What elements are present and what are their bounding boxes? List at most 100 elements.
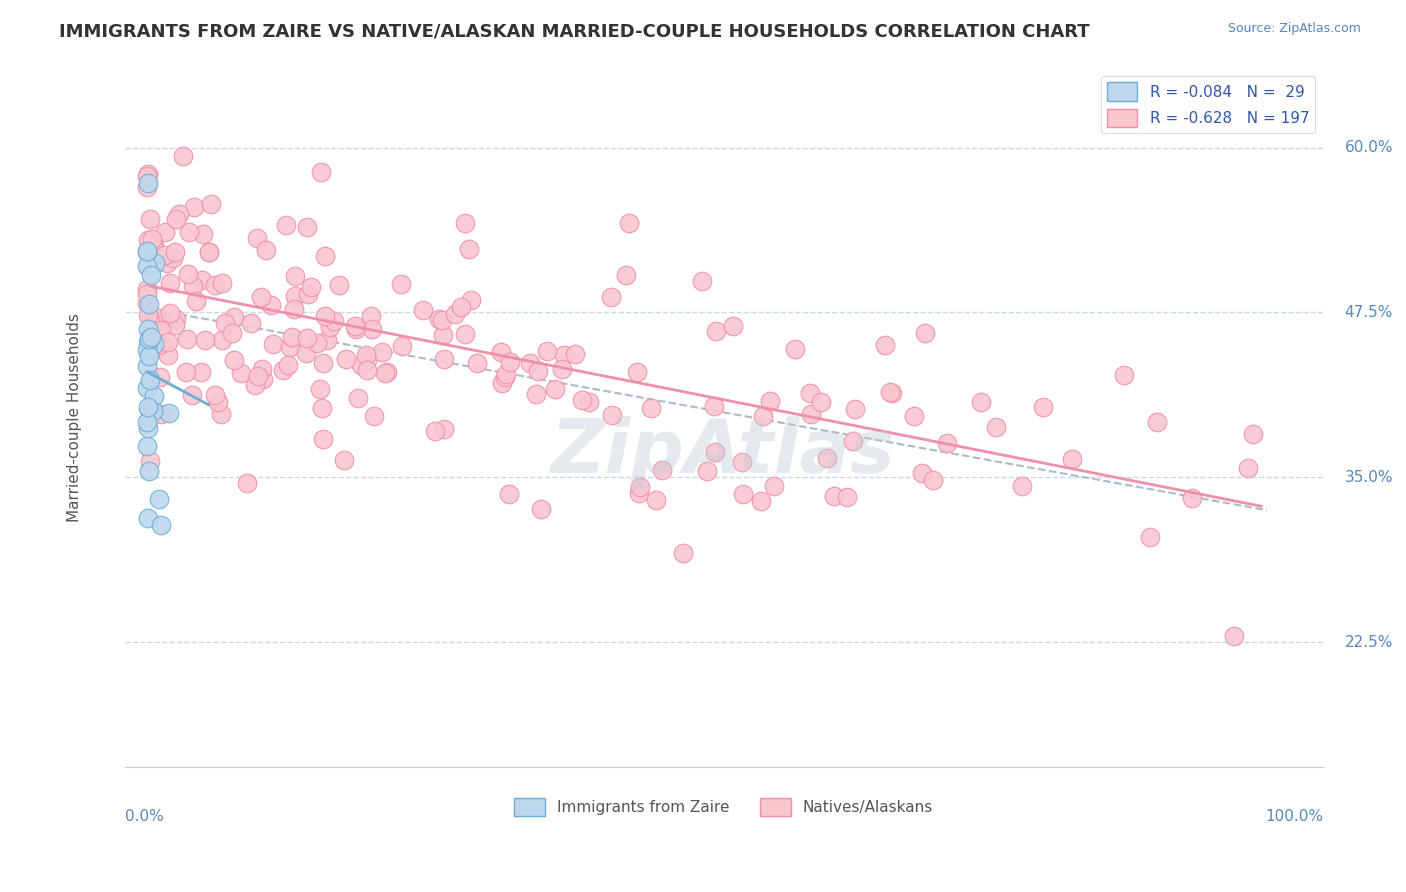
Point — [571, 392, 593, 407]
Point — [143, 342, 166, 356]
Point — [191, 273, 214, 287]
Point — [1181, 491, 1204, 505]
Point — [316, 334, 339, 348]
Point — [763, 479, 786, 493]
Point — [229, 366, 252, 380]
Point — [491, 376, 513, 390]
Point — [246, 231, 269, 245]
Point — [136, 322, 159, 336]
Point — [319, 320, 342, 334]
Point — [236, 475, 259, 490]
Point — [696, 464, 718, 478]
Point — [181, 279, 204, 293]
Point — [495, 367, 517, 381]
Point — [519, 356, 541, 370]
Point — [136, 439, 159, 453]
Point — [194, 333, 217, 347]
Point — [799, 386, 821, 401]
Point — [672, 546, 695, 560]
Point — [299, 280, 322, 294]
Point — [191, 227, 214, 242]
Point — [138, 349, 160, 363]
Point — [564, 347, 586, 361]
Point — [138, 234, 160, 248]
Point — [283, 301, 305, 316]
Point — [295, 345, 318, 359]
Point — [190, 364, 212, 378]
Point — [1237, 461, 1260, 475]
Point — [640, 401, 662, 415]
Point — [824, 490, 846, 504]
Point — [177, 225, 200, 239]
Point — [141, 231, 163, 245]
Point — [465, 356, 488, 370]
Text: ZipAtlas: ZipAtlas — [551, 417, 896, 490]
Point — [135, 259, 157, 273]
Point — [344, 321, 367, 335]
Point — [600, 409, 623, 423]
Point — [494, 370, 516, 384]
Point — [183, 200, 205, 214]
Point — [354, 348, 377, 362]
Point — [150, 407, 173, 421]
Text: 22.5%: 22.5% — [1344, 634, 1393, 649]
Point — [149, 517, 172, 532]
Point — [460, 293, 482, 308]
Point — [252, 372, 274, 386]
Point — [139, 212, 162, 227]
Point — [273, 362, 295, 376]
Point — [433, 422, 456, 436]
Point — [139, 330, 162, 344]
Point — [295, 219, 318, 234]
Point — [254, 243, 277, 257]
Point — [136, 401, 159, 415]
Point — [245, 378, 267, 392]
Point — [136, 180, 159, 194]
Point — [221, 326, 243, 340]
Point — [690, 274, 713, 288]
Point — [197, 245, 219, 260]
Point — [903, 409, 925, 424]
Point — [307, 336, 329, 351]
Point — [148, 492, 170, 507]
Point — [156, 256, 179, 270]
Point — [277, 358, 299, 372]
Point — [165, 245, 187, 260]
Point — [1062, 452, 1084, 467]
Point — [599, 290, 621, 304]
Point — [278, 340, 301, 354]
Point — [749, 494, 772, 508]
Point — [136, 421, 159, 435]
Point — [276, 218, 298, 232]
Point — [328, 277, 350, 292]
Point — [1032, 401, 1054, 415]
Point — [247, 369, 270, 384]
Text: Married-couple Households: Married-couple Households — [66, 313, 82, 523]
Point — [222, 352, 245, 367]
Text: Source: ZipAtlas.com: Source: ZipAtlas.com — [1227, 22, 1361, 36]
Point — [346, 391, 368, 405]
Point — [432, 328, 454, 343]
Point — [423, 424, 446, 438]
Point — [457, 242, 479, 256]
Point — [984, 419, 1007, 434]
Point — [427, 312, 450, 326]
Point — [136, 381, 159, 395]
Point — [356, 362, 378, 376]
Point — [628, 480, 651, 494]
Point — [530, 502, 553, 516]
Point — [527, 364, 550, 378]
Point — [841, 434, 863, 449]
Point — [450, 300, 472, 314]
Point — [363, 409, 385, 423]
Point — [209, 407, 232, 421]
Point — [1011, 478, 1033, 492]
Point — [1112, 368, 1135, 382]
Point — [553, 348, 575, 362]
Point — [141, 268, 163, 282]
Point — [142, 389, 165, 403]
Point — [222, 310, 245, 325]
Point — [489, 344, 512, 359]
Point — [815, 450, 838, 465]
Point — [617, 216, 640, 230]
